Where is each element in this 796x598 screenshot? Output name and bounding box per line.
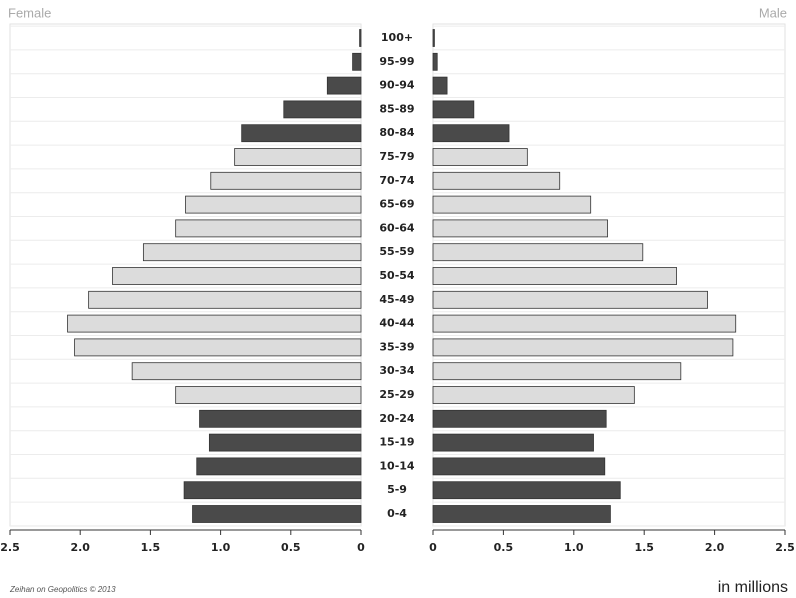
age-label: 70-74 — [379, 174, 415, 187]
age-label: 35-39 — [379, 340, 414, 353]
bar — [199, 409, 362, 428]
age-label: 50-54 — [379, 269, 415, 282]
age-label: 45-49 — [379, 293, 414, 306]
x-tick-label: 2.0 — [70, 541, 90, 554]
age-label: 80-84 — [379, 126, 415, 139]
bar — [326, 76, 362, 95]
bar — [175, 386, 362, 404]
bar — [131, 362, 362, 381]
age-label: 25-29 — [379, 388, 414, 401]
bar — [432, 505, 611, 523]
age-label: 95-99 — [379, 55, 414, 68]
age-label: 90-94 — [379, 79, 415, 92]
age-label: 85-89 — [379, 102, 414, 115]
bar — [432, 338, 734, 357]
age-label: 30-34 — [379, 364, 415, 377]
x-tick-label: 2.5 — [0, 541, 20, 554]
x-tick-label: 0.5 — [281, 541, 301, 554]
bar — [432, 243, 644, 262]
bar — [432, 29, 435, 47]
bar — [432, 362, 682, 381]
bar — [283, 100, 362, 119]
bar — [142, 243, 362, 262]
bar — [185, 195, 362, 214]
bar — [175, 219, 362, 238]
bar — [432, 148, 528, 166]
bar — [67, 314, 362, 333]
x-tick-label: 1.5 — [634, 541, 654, 554]
age-label: 5-9 — [387, 483, 407, 496]
age-label: 10-14 — [379, 459, 415, 472]
bar — [432, 433, 594, 452]
bar — [208, 433, 362, 452]
unit-label: in millions — [718, 579, 788, 596]
male-label: Male — [759, 5, 787, 20]
bar — [432, 100, 475, 119]
bar — [432, 219, 608, 238]
bar — [432, 409, 607, 428]
x-tick-label: 0.5 — [494, 541, 514, 554]
bar — [432, 481, 621, 500]
bar — [88, 290, 362, 309]
bar — [183, 481, 362, 500]
bar — [192, 505, 362, 523]
bar — [432, 171, 561, 190]
age-label: 75-79 — [379, 150, 414, 163]
female-label: Female — [8, 5, 51, 20]
bar — [432, 124, 510, 143]
age-label: 100+ — [381, 31, 413, 44]
age-label: 65-69 — [379, 198, 414, 211]
x-tick-label: 1.0 — [211, 541, 231, 554]
bar — [432, 267, 677, 285]
bar — [432, 76, 448, 95]
bar — [432, 457, 606, 476]
age-label: 15-19 — [379, 436, 414, 449]
bar — [234, 148, 362, 166]
x-tick-label: 1.0 — [564, 541, 584, 554]
age-label: 55-59 — [379, 245, 414, 258]
bar — [359, 29, 362, 47]
bar — [112, 267, 362, 285]
bar — [352, 52, 362, 71]
age-label: 20-24 — [379, 412, 415, 425]
age-label: 0-4 — [387, 507, 407, 520]
x-tick-label: 2.0 — [705, 541, 725, 554]
bar — [196, 457, 362, 476]
age-label: 60-64 — [379, 221, 415, 234]
bar — [74, 338, 362, 357]
bar — [432, 386, 635, 404]
bar — [432, 290, 708, 309]
bar — [432, 314, 737, 333]
bar — [432, 52, 438, 71]
x-tick-label: 0 — [429, 541, 437, 554]
bar — [210, 171, 362, 190]
bar — [241, 124, 362, 143]
bar — [432, 195, 592, 214]
x-tick-label: 2.5 — [775, 541, 795, 554]
x-tick-label: 1.5 — [141, 541, 161, 554]
source: Zeihan on Geopolitics © 2013 — [9, 585, 116, 594]
x-tick-label: 0 — [357, 541, 365, 554]
age-label: 40-44 — [379, 317, 415, 330]
